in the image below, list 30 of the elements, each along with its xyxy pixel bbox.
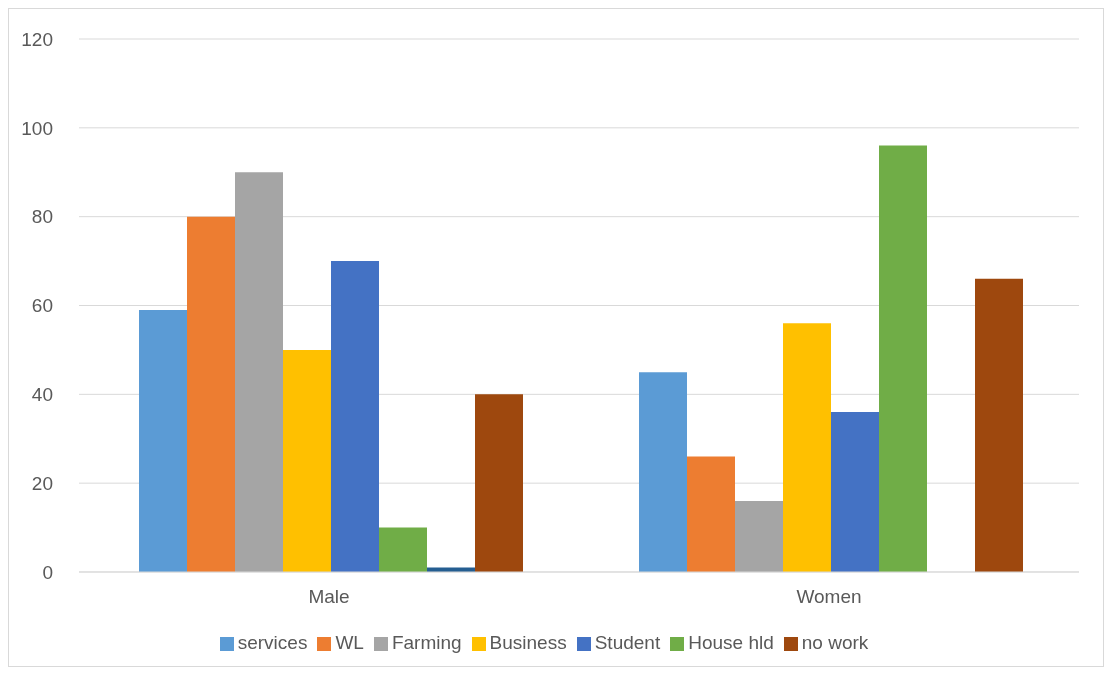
y-tick-label: 80 [31,206,53,228]
bar [379,527,427,572]
y-tick-label: 60 [31,295,53,317]
legend-label: WL [335,632,364,653]
bar [687,456,735,572]
legend-label: Farming [391,632,462,653]
y-tick-label: 20 [31,472,53,494]
legend-label: Business [489,632,567,653]
bar [639,372,687,572]
bar [187,216,235,572]
legend-label: no work [801,632,869,653]
legend-label: services [237,632,308,653]
y-tick-label: 0 [42,561,53,583]
bar [975,278,1023,572]
bar [475,394,523,572]
legend-label: Student [594,632,661,653]
bar [235,172,283,572]
legend-label: House hld [688,632,774,653]
x-tick-label: Women [796,586,862,608]
bar [735,500,783,572]
bar [783,323,831,572]
y-tick-label: 120 [21,28,53,50]
bar [879,145,927,572]
y-tick-label: 40 [31,384,53,406]
bar [831,412,879,572]
y-tick-label: 100 [21,117,53,139]
bar [283,349,331,572]
bar [331,261,379,572]
bar [139,309,187,572]
x-tick-label: Male [308,586,350,608]
